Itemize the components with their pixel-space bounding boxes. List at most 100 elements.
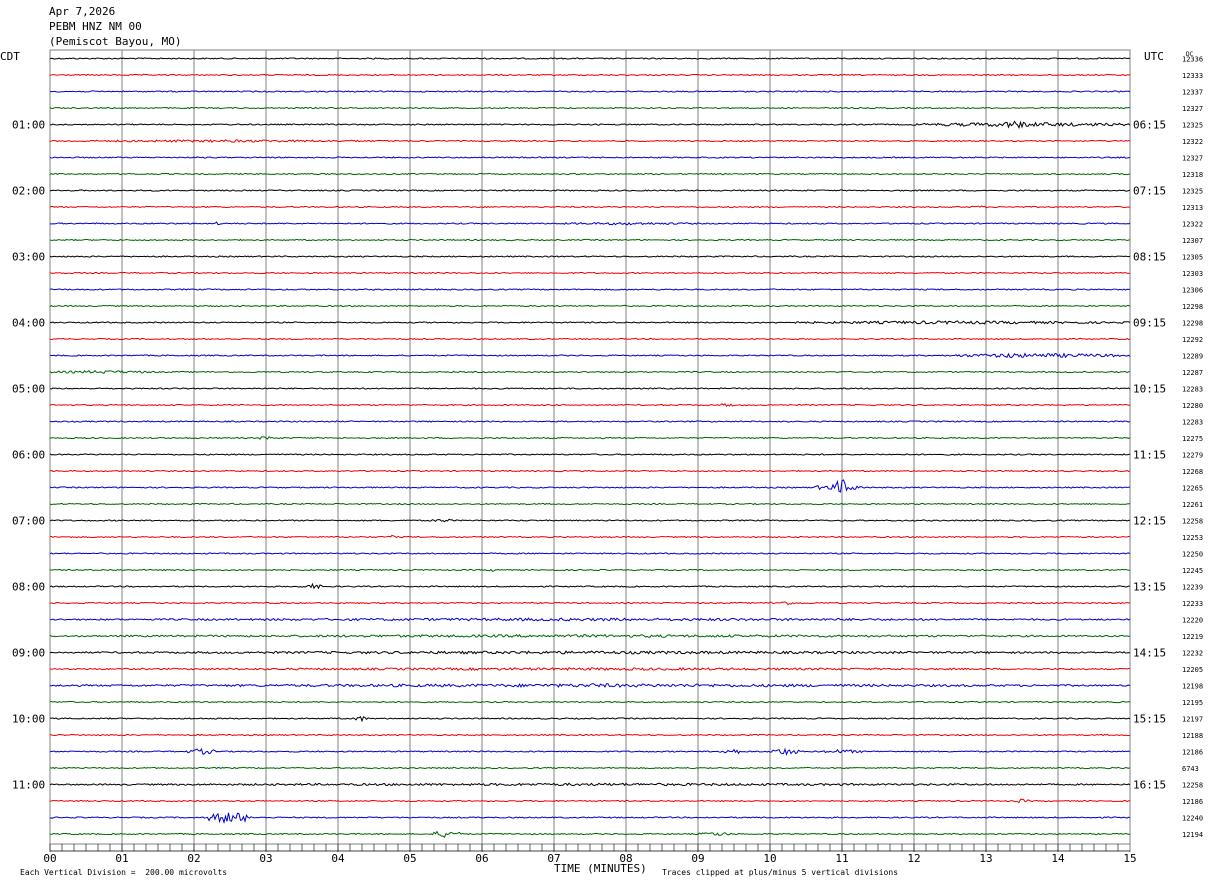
utc-hour-label: 16:15 bbox=[1133, 779, 1166, 792]
dc-offset-label: 12287 bbox=[1182, 369, 1203, 377]
dc-offset-label: 12195 bbox=[1182, 699, 1203, 707]
seismic-trace bbox=[49, 766, 1131, 770]
seismic-trace bbox=[49, 156, 1131, 159]
seismic-trace bbox=[49, 568, 1131, 572]
cdt-hour-label: 10:00 bbox=[12, 713, 45, 726]
dc-offset-label: 12258 bbox=[1182, 782, 1203, 790]
dc-offset-label: 12194 bbox=[1182, 831, 1203, 839]
dc-offset-label: 6743 bbox=[1182, 765, 1199, 773]
seismic-trace bbox=[49, 238, 1131, 242]
dc-offset-label: 12327 bbox=[1182, 105, 1203, 113]
dc-offset-label: 12303 bbox=[1182, 270, 1203, 278]
seismic-trace bbox=[49, 139, 1131, 143]
seismic-trace bbox=[49, 106, 1131, 110]
seismic-trace bbox=[49, 502, 1131, 506]
x-tick-label: 05 bbox=[403, 852, 416, 865]
seismic-trace bbox=[49, 782, 1131, 787]
seismic-trace bbox=[49, 387, 1131, 390]
dc-offset-label: 12333 bbox=[1182, 72, 1203, 80]
x-tick-label: 12 bbox=[907, 852, 920, 865]
seismic-trace bbox=[49, 812, 1131, 825]
seismic-trace bbox=[49, 221, 1131, 226]
cdt-hour-label: 09:00 bbox=[12, 647, 45, 660]
dc-offset-label: 12275 bbox=[1182, 435, 1203, 443]
seismic-trace bbox=[49, 469, 1131, 473]
seismic-trace bbox=[49, 534, 1131, 539]
dc-offset-label: 12280 bbox=[1182, 402, 1203, 410]
seismic-trace bbox=[49, 255, 1131, 258]
dc-offset-label: 12240 bbox=[1182, 815, 1203, 823]
seismic-trace bbox=[49, 733, 1131, 737]
seismic-trace bbox=[49, 189, 1131, 192]
seismic-trace bbox=[49, 73, 1131, 77]
dc-offset-label: 12279 bbox=[1182, 452, 1203, 460]
utc-hour-label: 09:15 bbox=[1133, 317, 1166, 330]
seismic-trace bbox=[49, 798, 1131, 804]
seismic-trace bbox=[49, 120, 1131, 129]
dc-offset-label: 12261 bbox=[1182, 501, 1203, 509]
seismic-trace bbox=[49, 57, 1131, 60]
dc-offset-label: 12220 bbox=[1182, 617, 1203, 625]
seismic-trace bbox=[49, 288, 1131, 291]
cdt-hour-label: 04:00 bbox=[12, 317, 45, 330]
seismic-trace bbox=[49, 715, 1131, 723]
dc-offset-label: 12265 bbox=[1182, 485, 1203, 493]
seismic-trace bbox=[49, 552, 1131, 555]
x-tick-label: 14 bbox=[1051, 852, 1065, 865]
dc-offset-label: 12289 bbox=[1182, 353, 1203, 361]
x-tick-label: 02 bbox=[187, 852, 200, 865]
x-tick-label: 09 bbox=[691, 852, 704, 865]
dc-offset-label: 12322 bbox=[1182, 221, 1203, 229]
dc-offset-label: 12322 bbox=[1182, 138, 1203, 146]
seismic-trace bbox=[49, 617, 1131, 622]
seismic-trace bbox=[49, 747, 1131, 756]
dc-offset-label: 12186 bbox=[1182, 749, 1203, 757]
cdt-hour-label: 01:00 bbox=[12, 119, 45, 132]
traces bbox=[49, 57, 1131, 838]
utc-hour-label: 14:15 bbox=[1133, 647, 1166, 660]
utc-hour-label: 07:15 bbox=[1133, 185, 1166, 198]
dc-offset-label: 12283 bbox=[1182, 419, 1203, 427]
dc-offset-label: 12325 bbox=[1182, 188, 1203, 196]
cdt-label: CDT bbox=[0, 50, 20, 63]
x-tick-label: 00 bbox=[43, 852, 56, 865]
dc-offset-label: 12336 bbox=[1182, 56, 1203, 64]
grid bbox=[49, 49, 1131, 852]
dc-offset-label: 12325 bbox=[1182, 122, 1203, 130]
x-tick-label: 06 bbox=[475, 852, 488, 865]
dc-offset-label: 12245 bbox=[1182, 567, 1203, 575]
seismic-trace bbox=[49, 304, 1131, 308]
cdt-hour-label: 07:00 bbox=[12, 515, 45, 528]
seismic-trace bbox=[49, 650, 1131, 655]
cdt-hour-label: 02:00 bbox=[12, 185, 45, 198]
scale-note: Each Vertical Division = 200.00 microvol… bbox=[20, 868, 228, 877]
dc-offset-label: 12233 bbox=[1182, 600, 1203, 608]
cdt-hour-label: 08:00 bbox=[12, 581, 45, 594]
dc-offset-label: 12198 bbox=[1182, 683, 1203, 691]
x-tick-label: 07 bbox=[547, 852, 560, 865]
seismic-trace bbox=[49, 518, 1131, 523]
x-tick-label: 15 bbox=[1123, 852, 1136, 865]
x-tick-label: 11 bbox=[835, 852, 848, 865]
location-label: (Pemiscot Bayou, MO) bbox=[49, 35, 182, 48]
seismic-trace bbox=[49, 320, 1131, 325]
seismic-trace bbox=[49, 172, 1131, 176]
seismic-trace bbox=[49, 601, 1131, 606]
x-tick-label: 03 bbox=[259, 852, 272, 865]
utc-hour-label: 08:15 bbox=[1133, 251, 1166, 264]
seismic-trace bbox=[49, 369, 1131, 374]
seismic-trace bbox=[49, 90, 1131, 93]
dc-offset-label: 12219 bbox=[1182, 633, 1203, 641]
dc-offset-label: 12205 bbox=[1182, 666, 1203, 674]
dc-offset-label: 12268 bbox=[1182, 468, 1203, 476]
dc-offset-label: 12313 bbox=[1182, 204, 1203, 212]
dc-offset-label: 12258 bbox=[1182, 518, 1203, 526]
plot-header: Apr 7,2026 PEBM HNZ NM 00 (Pemiscot Bayo… bbox=[49, 4, 181, 49]
seismic-trace bbox=[49, 352, 1131, 359]
dc-offset-label: 12292 bbox=[1182, 336, 1203, 344]
dc-offset-label: 12298 bbox=[1182, 303, 1203, 311]
dc-offset-label: 12307 bbox=[1182, 237, 1203, 245]
dc-offset-label: 12232 bbox=[1182, 650, 1203, 658]
seismic-trace bbox=[49, 271, 1131, 275]
dc-offset-label: 12239 bbox=[1182, 584, 1203, 592]
